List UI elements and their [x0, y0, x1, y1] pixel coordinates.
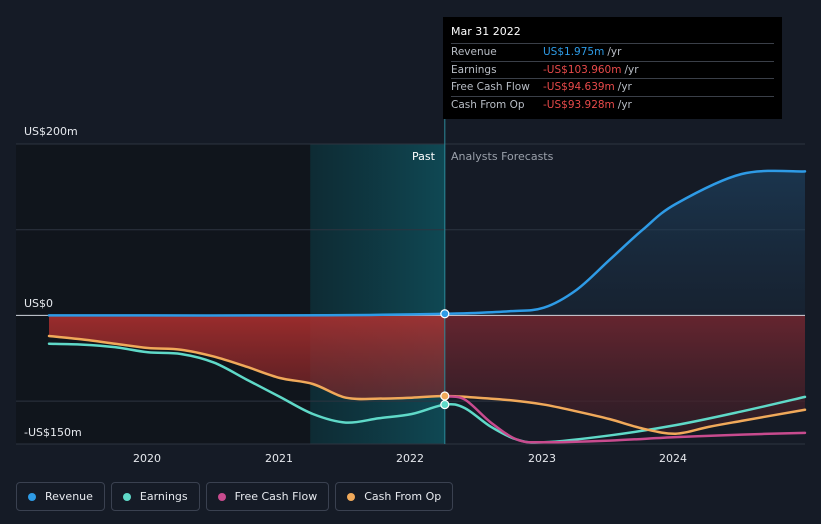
tooltip-row-name: Earnings	[451, 63, 497, 76]
y-label-zero: US$0	[24, 297, 54, 310]
legend-label: Earnings	[139, 490, 188, 503]
series-line-free-cash-flow	[443, 395, 807, 444]
tooltip-row-value: -US$103.960m	[543, 63, 622, 76]
tooltip: Mar 31 2022 Revenue US$1.975m /yr Earnin…	[443, 17, 782, 119]
legend-label: Revenue	[45, 490, 93, 503]
tooltip-row: Cash From Op -US$93.928m /yr	[451, 95, 774, 114]
legend-label: Cash From Op	[364, 490, 442, 503]
legend-dot-icon	[347, 492, 356, 501]
tooltip-date: Mar 31 2022	[451, 25, 521, 38]
x-tick-label: 2022	[396, 452, 424, 465]
forecast-label: Analysts Forecasts	[451, 150, 554, 163]
legend-item-cash-from-op[interactable]: Cash From Op	[335, 482, 454, 511]
marker-earnings	[440, 399, 450, 410]
legend-item-revenue[interactable]: Revenue	[16, 482, 105, 511]
legend: Revenue Earnings Free Cash Flow Cash Fro…	[16, 482, 454, 511]
past-label: Past	[412, 150, 435, 163]
chart-canvas	[16, 95, 807, 445]
legend-item-free-cash-flow[interactable]: Free Cash Flow	[205, 482, 330, 511]
negative-area-forecast	[444, 315, 805, 434]
revenue-area	[444, 170, 805, 316]
tooltip-row: Revenue US$1.975m /yr	[451, 43, 774, 61]
tooltip-row-unit: /yr	[624, 63, 639, 76]
legend-dot-icon	[217, 492, 226, 501]
tooltip-row-unit: /yr	[617, 81, 632, 94]
legend-dot-icon	[28, 492, 36, 501]
y-label-bottom: -US$150m	[24, 426, 82, 439]
x-tick-label: 2020	[133, 452, 161, 465]
legend-dot-icon	[122, 492, 131, 501]
tooltip-row: Earnings -US$103.960m /yr	[451, 60, 774, 79]
tooltip-row-name: Revenue	[451, 46, 497, 59]
tooltip-row-name: Free Cash Flow	[451, 81, 530, 94]
x-tick-label: 2024	[659, 452, 687, 465]
x-tick-label: 2023	[528, 452, 556, 465]
negative-area-past	[49, 315, 445, 400]
y-label-top: US$200m	[24, 125, 78, 138]
series-line-cash-from-op	[47, 334, 807, 435]
tooltip-row-value: -US$94.639m	[543, 81, 615, 94]
tooltip-row-value: US$1.975m	[543, 46, 605, 59]
x-tick-label: 2021	[265, 452, 293, 465]
tooltip-row-unit: /yr	[607, 46, 622, 59]
legend-item-earnings[interactable]: Earnings	[110, 482, 200, 511]
legend-label: Free Cash Flow	[234, 490, 318, 503]
series-line-earnings	[47, 342, 807, 444]
tooltip-row-unit: /yr	[617, 98, 632, 111]
marker-revenue	[440, 309, 450, 319]
tooltip-row-name: Cash From Op	[451, 98, 525, 111]
tooltip-row: Free Cash Flow -US$94.639m /yr	[451, 78, 774, 96]
tooltip-row-value: -US$93.928m	[543, 98, 615, 111]
marker-cash-from-op	[440, 391, 450, 401]
series-line-revenue	[47, 169, 807, 317]
